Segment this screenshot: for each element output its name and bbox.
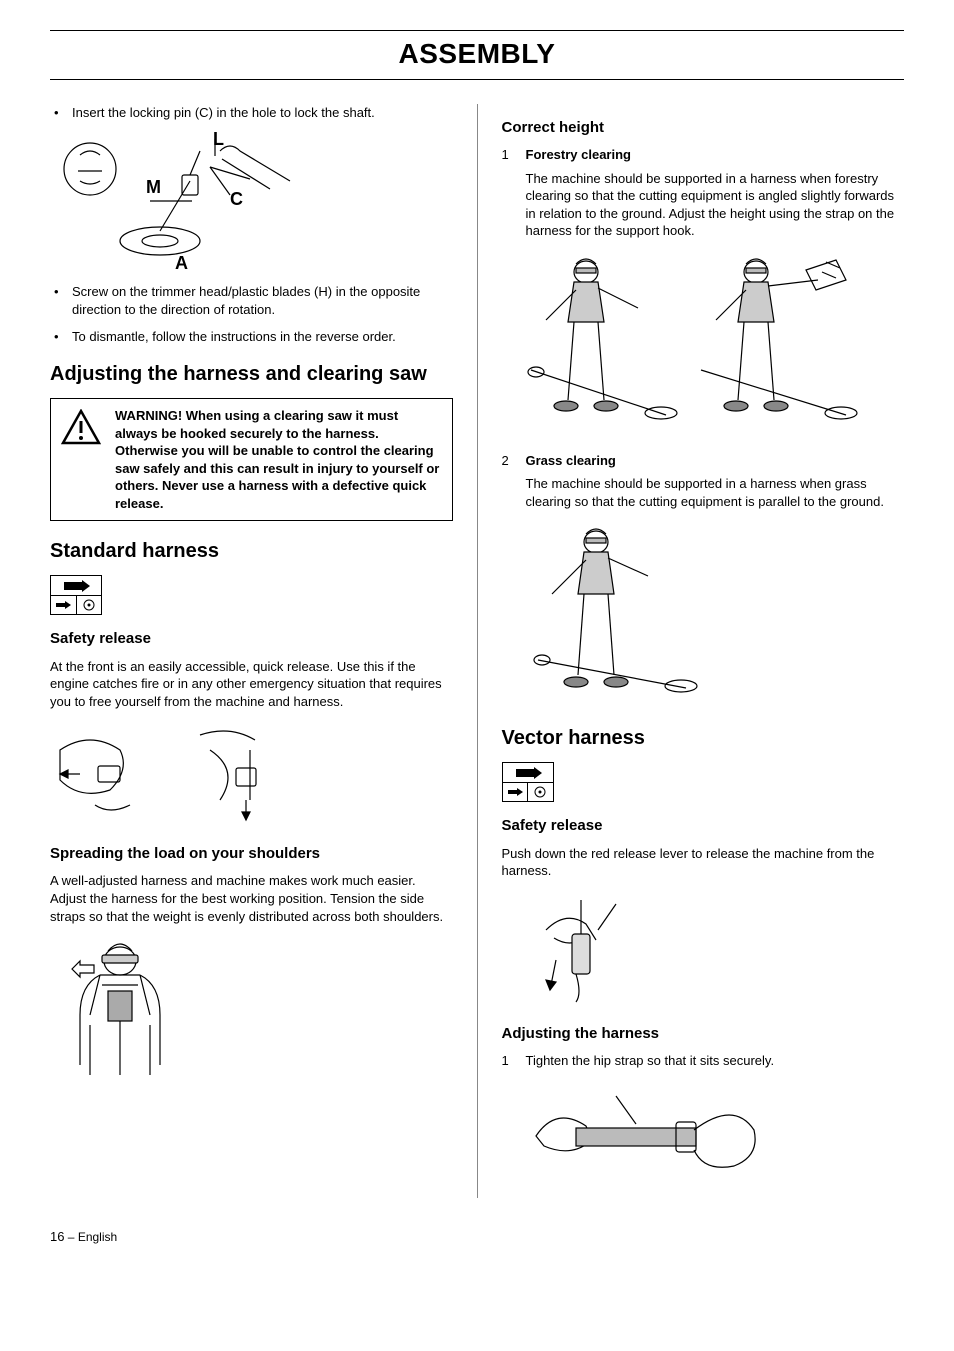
heading-vector-harness: Vector harness xyxy=(502,726,905,750)
bullet-item: Screw on the trimmer head/plastic blades… xyxy=(50,283,453,318)
footer-dash: – xyxy=(64,1230,77,1244)
heading-safety-release-2: Safety release xyxy=(502,816,905,836)
grass-illustration xyxy=(502,520,905,710)
trimmer-diagram: L M C A xyxy=(50,131,453,271)
warning-icon xyxy=(59,407,103,512)
reference-tag-icon xyxy=(502,762,554,802)
list-number: 1 xyxy=(502,146,516,164)
bullet-list-bottom: Screw on the trimmer head/plastic blades… xyxy=(50,283,453,346)
list-number: 1 xyxy=(502,1052,516,1070)
heading-spreading-load: Spreading the load on your shoulders xyxy=(50,844,453,864)
reference-tag-icon xyxy=(50,575,102,615)
spreading-load-text: A well-adjusted harness and machine make… xyxy=(50,872,453,925)
heading-adjusting-harness: Adjusting the harness xyxy=(502,1024,905,1044)
left-column: Insert the locking pin (C) in the hole t… xyxy=(50,104,453,1198)
list-label: Grass clearing xyxy=(526,452,616,470)
list-item: 1 Tighten the hip strap so that it sits s… xyxy=(502,1052,905,1070)
list-text: Tighten the hip strap so that it sits se… xyxy=(526,1052,775,1070)
adjust-list: 1 Tighten the hip strap so that it sits s… xyxy=(502,1052,905,1070)
page-number: 16 xyxy=(50,1229,64,1244)
diagram-label-L: L xyxy=(213,131,224,149)
page-title: ASSEMBLY xyxy=(50,30,904,80)
safety-release-text: At the front is an easily accessible, qu… xyxy=(50,658,453,711)
footer-language: English xyxy=(78,1230,117,1244)
diagram-label-A: A xyxy=(175,253,188,271)
bullet-list-top: Insert the locking pin (C) in the hole t… xyxy=(50,104,453,122)
content-columns: Insert the locking pin (C) in the hole t… xyxy=(50,104,904,1198)
forestry-text: The machine should be supported in a har… xyxy=(502,170,905,240)
heading-correct-height: Correct height xyxy=(502,118,905,138)
hip-strap-illustration xyxy=(502,1076,905,1186)
right-column: Correct height 1 Forestry clearing The ma… xyxy=(502,104,905,1198)
forestry-list: 1 Forestry clearing xyxy=(502,146,905,164)
diagram-label-M: M xyxy=(146,177,161,197)
diagram-label-C: C xyxy=(230,189,243,209)
list-label: Forestry clearing xyxy=(526,146,632,164)
grass-list: 2 Grass clearing xyxy=(502,452,905,470)
forestry-illustration xyxy=(502,250,905,440)
heading-safety-release: Safety release xyxy=(50,629,453,649)
heading-adjust-harness: Adjusting the harness and clearing saw xyxy=(50,362,453,386)
release-lever-illustration xyxy=(502,890,905,1010)
safety-release-illustration xyxy=(50,720,453,830)
bullet-item: To dismantle, follow the instructions in… xyxy=(50,328,453,346)
warning-text: WARNING! When using a clearing saw it mu… xyxy=(115,407,444,512)
column-divider xyxy=(477,104,478,1198)
list-item: 1 Forestry clearing xyxy=(502,146,905,164)
warning-box: WARNING! When using a clearing saw it mu… xyxy=(50,398,453,521)
page-footer: 16 – English xyxy=(50,1228,904,1246)
grass-text: The machine should be supported in a har… xyxy=(502,475,905,510)
safety-release-2-text: Push down the red release lever to relea… xyxy=(502,845,905,880)
heading-standard-harness: Standard harness xyxy=(50,539,453,563)
shoulder-load-illustration xyxy=(50,935,453,1085)
list-item: 2 Grass clearing xyxy=(502,452,905,470)
list-number: 2 xyxy=(502,452,516,470)
bullet-item: Insert the locking pin (C) in the hole t… xyxy=(50,104,453,122)
